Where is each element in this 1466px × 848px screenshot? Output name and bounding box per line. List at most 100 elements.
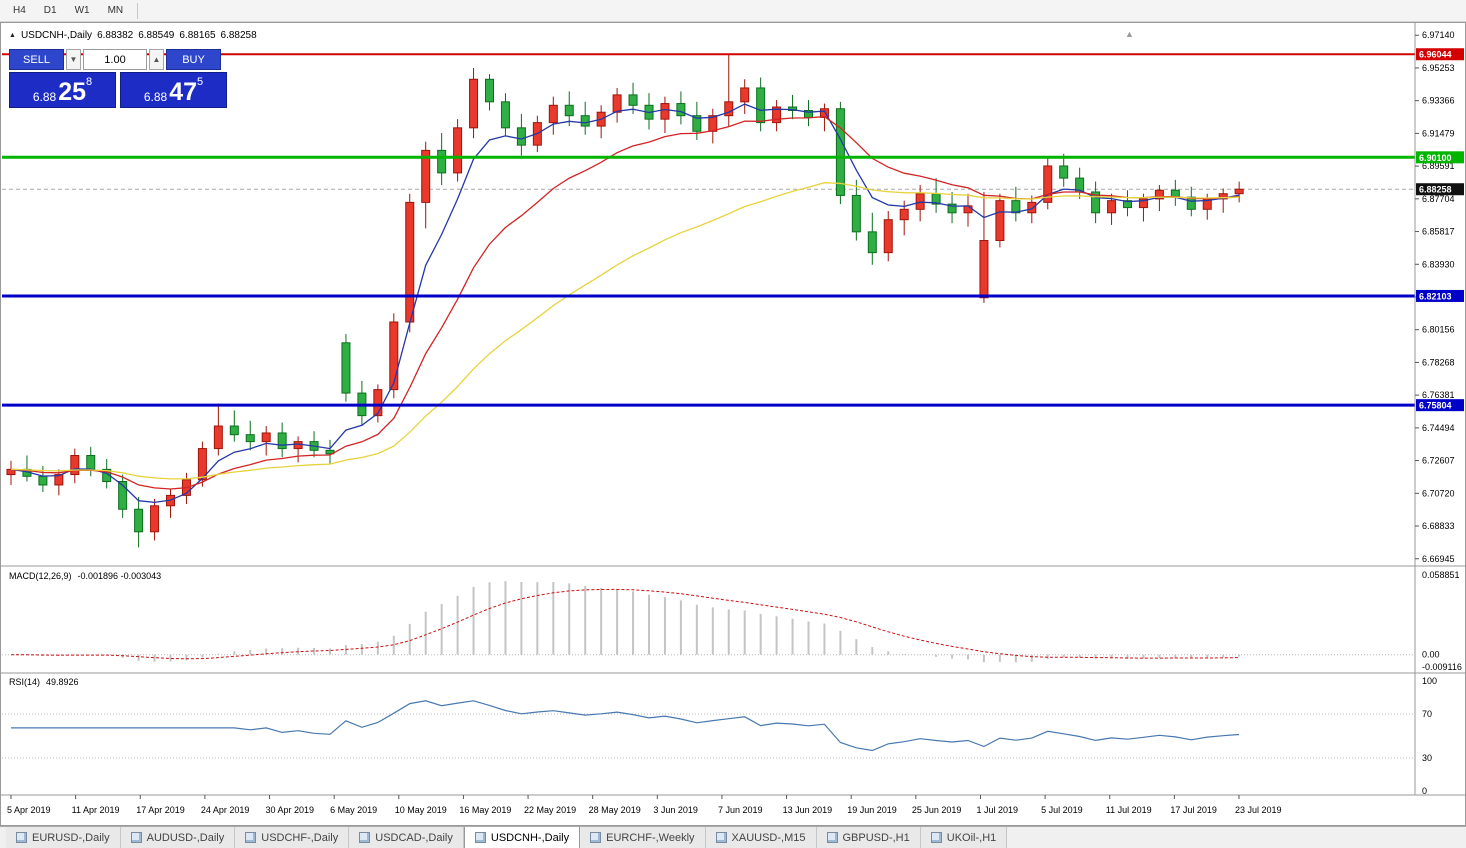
svg-text:0: 0 [1422,786,1427,796]
price-axis-label: 6.93366 [1422,96,1455,106]
toolbar-separator [137,2,139,19]
chart-tab-label: AUDUSD-,Daily [146,831,225,844]
candle-body [947,203,957,214]
svg-text:70: 70 [1422,709,1432,719]
price-axis-label: 6.72607 [1422,456,1455,466]
moving-average-line [10,103,1240,504]
price-axis-label: 6.76381 [1422,390,1455,400]
ohlc-close: 6.88258 [220,30,257,41]
rsi-label: RSI(14) 49.8926 [9,677,79,687]
candle-body [692,115,702,132]
candle-body [1234,188,1244,195]
chart-tab[interactable]: USDCAD-,Daily [349,827,464,848]
chart-tab-label: USDCNH-,Daily [490,831,570,844]
candle-body [325,449,335,455]
time-axis-label: 22 May 2019 [524,805,576,815]
svg-text:6.75804: 6.75804 [1419,401,1452,411]
price-axis-label: 6.91479 [1422,128,1455,138]
chart-tab-bar: EURUSD-,Daily AUDUSD-,Daily USDCHF-,Daily U… [0,826,1466,848]
candles-layer [6,55,1244,548]
time-axis-label: 5 Jul 2019 [1041,805,1083,815]
time-axis-label: 11 Jul 2019 [1106,805,1152,815]
candle-body [118,481,128,510]
price-axis-label: 6.97140 [1422,30,1455,40]
candle-body [86,455,96,470]
chart-tab[interactable]: USDCNH-,Daily [463,827,581,848]
macd-name: MACD(12,26,9) [9,571,72,581]
chart-tab[interactable]: EURCHF-,Weekly [580,827,706,848]
candle-body [389,321,399,391]
chart-tab[interactable]: AUDUSD-,Daily [120,827,236,848]
rsi-value: 49.8926 [46,677,79,687]
time-axis-label: 3 Jun 2019 [653,805,698,815]
chart-tab-icon [245,832,257,843]
scroll-to-end-icon[interactable]: ▲ [1125,29,1134,39]
sell-price-prefix: 6.88 [32,90,57,104]
svg-text:100: 100 [1422,676,1437,686]
chart-canvas[interactable]: 6.97140 6.95253 6.93366 6.91479 6.89591 6.877… [1,23,1465,825]
price-axis-label: 6.89591 [1422,161,1455,171]
price-tag: 6.88258 [1416,183,1464,196]
time-axis-label: 25 Jun 2019 [912,805,962,815]
candle-body [612,94,622,113]
price-axis-label: 6.85817 [1422,227,1455,237]
chart-tab[interactable]: UKOil-,H1 [920,827,1008,848]
candle-body [883,219,893,254]
time-axis[interactable]: 5 Apr 2019 11 Apr 2019 17 Apr 2019 24 Apr 2… [7,795,1282,815]
price-axis-label: 6.68833 [1422,521,1455,531]
buy-button[interactable]: BUY [166,49,221,70]
candle-body [38,475,48,486]
candle-body [373,389,383,417]
candle-body [835,108,845,196]
candle-body [1043,165,1053,203]
candle-body [453,127,463,174]
price-axis-label: 6.74494 [1422,423,1455,433]
candle-body [1027,201,1037,214]
candle-body [963,205,973,214]
candle-body [724,101,734,117]
chart-tab[interactable]: GBPUSD-,H1 [816,827,921,848]
candle-body [1138,198,1148,209]
price-tag: 6.75804 [1416,399,1464,412]
candle-body [660,103,670,120]
volume-input[interactable] [83,49,147,70]
timeframe-button-w1[interactable]: W1 [67,2,98,19]
chart-tab[interactable]: USDCHF-,Daily [235,827,350,848]
timeframe-button-d1[interactable]: D1 [36,2,65,19]
candle-body [564,104,574,117]
price-axis-label: 6.95253 [1422,63,1455,73]
candle-body [740,87,750,103]
chart-tab-label: XAUUSD-,M15 [731,831,806,844]
candle-body [261,432,271,443]
candle-body [1218,193,1228,200]
candle-body [54,474,64,486]
candle-body [548,104,558,124]
ohlc-low: 6.88165 [179,30,216,41]
buy-price-box[interactable]: 6.88 47 5 [120,72,227,108]
chart-tab-label: USDCHF-,Daily [261,831,339,844]
sell-price-box[interactable]: 6.88 25 8 [9,72,116,108]
volume-down-button[interactable]: ▼ [66,49,81,70]
macd-signal-line [10,588,1240,660]
chart-tab[interactable]: XAUUSD-,M15 [705,827,817,848]
moving-average-line [10,115,1240,490]
chart-tab[interactable]: EURUSD-,Daily [6,827,121,848]
sell-button[interactable]: SELL [9,49,64,70]
price-axis-label: 6.83930 [1422,259,1455,269]
symbol-marker-icon: ▲ [9,32,16,39]
candle-body [899,208,909,221]
time-axis-label: 30 Apr 2019 [266,805,315,815]
timeframe-button-mn[interactable]: MN [100,2,132,19]
time-axis-label: 16 May 2019 [459,805,511,815]
candle-body [197,448,207,481]
candle-body [788,106,798,111]
candle-body [213,425,223,450]
moving-average-line [10,182,1240,480]
volume-up-button[interactable]: ▲ [149,49,164,70]
candle-body [293,441,303,450]
candle-body [1154,189,1164,200]
price-axis-label: 6.70720 [1422,488,1455,498]
svg-text:0.00: 0.00 [1422,650,1440,660]
time-axis-label: 17 Jul 2019 [1170,805,1217,815]
timeframe-button-h4[interactable]: H4 [5,2,34,19]
